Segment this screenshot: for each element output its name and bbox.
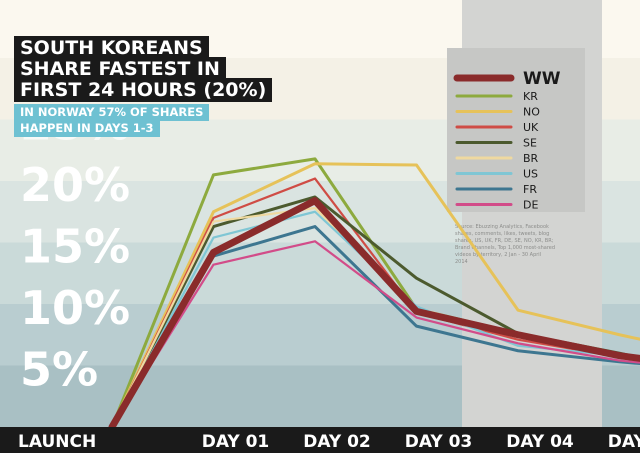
legend-label-uk: UK — [523, 121, 539, 134]
x-tick-label: DAY 05 — [608, 432, 640, 452]
series-line-se — [110, 195, 640, 429]
legend-label-br: BR — [523, 152, 539, 165]
y-axis-tick-labels: 5%10%15%20%25% — [20, 97, 130, 397]
y-tick-label: 20% — [20, 158, 130, 212]
x-tick-label: DAY 03 — [405, 432, 473, 452]
source-note: Source: Ebuzzing Analytics, Facebook shar… — [455, 224, 555, 265]
x-tick-label: DAY 02 — [303, 432, 371, 452]
chart-title-line-3: FIRST 24 HOURS (20%) — [14, 78, 273, 102]
legend-label-de: DE — [523, 199, 538, 212]
legend-label-ww: WW — [523, 69, 561, 89]
legend-label-us: US — [523, 168, 538, 181]
x-axis-bar — [0, 427, 640, 453]
chart-subtitle-line-2: HAPPEN IN DAYS 1-3 — [14, 120, 160, 137]
legend-box — [447, 48, 585, 212]
series-lines — [108, 157, 640, 431]
chart-title-line-2: SHARE FASTEST IN — [14, 57, 226, 81]
series-line-ww — [108, 197, 640, 431]
y-tick-label: 15% — [20, 220, 130, 274]
chart-title-line-1: SOUTH KOREANS — [14, 36, 209, 60]
y-tick-label: 10% — [20, 281, 130, 335]
series-line-de — [110, 240, 640, 429]
x-tick-label: DAY 01 — [202, 432, 270, 452]
legend-label-no: NO — [523, 106, 540, 119]
chart-subtitle-line-1: IN NORWAY 57% OF SHARES — [14, 104, 210, 121]
y-tick-label: 5% — [20, 343, 98, 397]
legend-label-kr: KR — [523, 90, 538, 103]
x-tick-label: DAY 04 — [506, 432, 574, 452]
legend-label-se: SE — [523, 137, 537, 150]
series-line-fr — [110, 225, 640, 429]
x-tick-label: LAUNCH — [18, 432, 96, 452]
series-line-no — [110, 162, 640, 429]
legend-label-fr: FR — [523, 183, 537, 196]
